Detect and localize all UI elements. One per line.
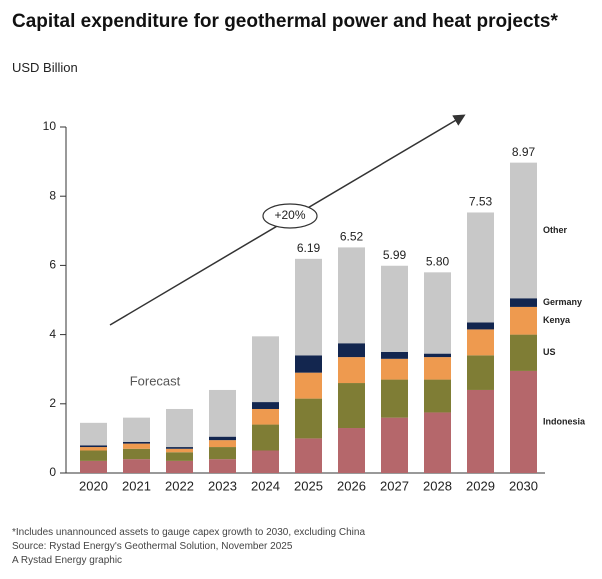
bar-segment [80, 460, 107, 473]
bar-segment [467, 389, 494, 473]
bar-segment [123, 417, 150, 442]
y-tick-label: 6 [49, 258, 56, 272]
x-tick-label: 2027 [380, 478, 409, 493]
bar-segment [123, 459, 150, 473]
bar-segment [424, 379, 451, 413]
bar-segment [166, 448, 193, 453]
bar-segment [209, 447, 236, 460]
x-tick-label: 2021 [122, 478, 151, 493]
bar-segment [338, 428, 365, 473]
legend-label: Other [543, 225, 568, 235]
bar-segment [467, 212, 494, 323]
total-label: 8.97 [512, 145, 536, 159]
bar-segment [166, 447, 193, 449]
bar-segment [467, 322, 494, 330]
annotation-oval [262, 203, 318, 229]
bar-segment [252, 402, 279, 409]
bar-segment [381, 417, 408, 473]
bar-segment [209, 440, 236, 448]
bar-segment [166, 460, 193, 473]
footnote: A Rystad Energy graphic [12, 555, 123, 566]
bar-segment [252, 408, 279, 425]
bar-segment [295, 372, 322, 399]
bar-segment [123, 443, 150, 449]
bar-segment [252, 450, 279, 473]
y-tick-label: 0 [49, 465, 56, 479]
bar-segment [166, 452, 193, 461]
bar-segment [381, 358, 408, 380]
x-tick-label: 2030 [509, 478, 538, 493]
bar-segment [510, 334, 537, 371]
bar-segment [424, 353, 451, 358]
y-tick-label: 4 [49, 327, 56, 341]
x-tick-label: 2026 [337, 478, 366, 493]
x-tick-label: 2028 [423, 478, 452, 493]
x-tick-label: 2023 [208, 478, 237, 493]
bar-segment [295, 258, 322, 356]
bar-segment [80, 445, 107, 448]
bar-segment [252, 336, 279, 403]
total-label: 6.19 [297, 241, 321, 255]
total-label: 6.52 [340, 230, 364, 244]
bar-segment [510, 370, 537, 473]
bar-segment [338, 357, 365, 384]
total-label: 5.99 [383, 248, 407, 262]
x-tick-label: 2029 [466, 478, 495, 493]
total-label: 5.80 [426, 254, 450, 268]
bar-segment [123, 448, 150, 460]
bar-segment [381, 351, 408, 359]
bar-segment [338, 247, 365, 344]
footnote: Source: Rystad Energy's Geothermal Solut… [12, 541, 293, 552]
legend-label: Indonesia [543, 416, 586, 426]
bar-segment [424, 357, 451, 380]
bar-segment [338, 383, 365, 429]
legend-label: Kenya [543, 315, 571, 325]
bar-segment [166, 408, 193, 448]
bar-segment [80, 450, 107, 461]
legend-label: Germany [543, 297, 582, 307]
chart: +20% Forecast 0 2 4 6 8 10 2020 2021 2022 2023 202… [43, 114, 586, 493]
annotation: Forecast [130, 373, 181, 388]
x-tick-label: 2025 [294, 478, 323, 493]
bar-segment [338, 343, 365, 358]
bar-segment [209, 459, 236, 473]
y-tick-label: 8 [49, 188, 56, 202]
bar-segment [209, 436, 236, 441]
y-tick-label: 2 [49, 396, 56, 410]
bar-segment [424, 412, 451, 473]
bar-segment [467, 355, 494, 390]
legend-label: US [543, 347, 556, 357]
footnote: *Includes unannounced assets to gauge ca… [12, 527, 366, 538]
bar-segment [80, 447, 107, 451]
bar-segment [381, 379, 408, 418]
bar-segment [295, 355, 322, 373]
total-label: 7.53 [469, 195, 493, 209]
bar-segment [424, 272, 451, 354]
y-tick-label: 10 [43, 119, 57, 133]
x-tick-label: 2022 [165, 478, 194, 493]
bar-segment [295, 398, 322, 439]
bar-segment [510, 298, 537, 307]
chart-title: Capital expenditure for geothermal power… [12, 11, 558, 32]
x-tick-label: 2020 [79, 478, 108, 493]
bar-segment [80, 422, 107, 446]
bar-segment [209, 389, 236, 437]
bar-segment [510, 162, 537, 299]
subtitle: USD Billion [12, 60, 78, 75]
bar-segment [295, 438, 322, 473]
annotation: +20% [274, 208, 305, 222]
bar-segment [510, 306, 537, 335]
bar-segment [467, 329, 494, 356]
bar-segment [381, 265, 408, 352]
x-tick-label: 2024 [251, 478, 280, 493]
bar-segment [252, 424, 279, 451]
bar-segment [123, 441, 150, 444]
